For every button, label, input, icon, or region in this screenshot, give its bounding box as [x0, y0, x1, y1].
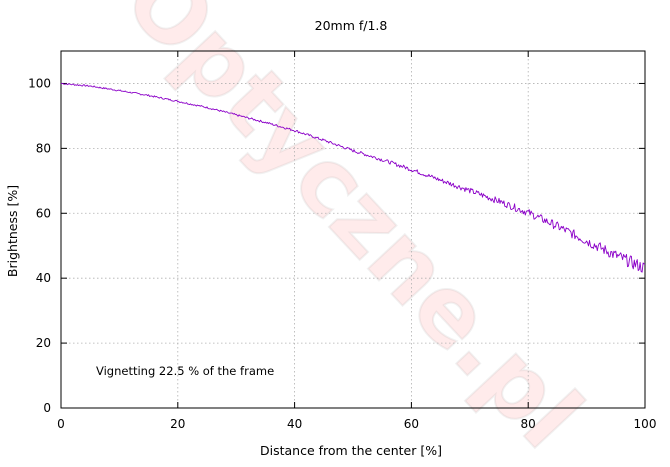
watermark-logo: Optyczne.pl — [104, 0, 603, 463]
x-tick-label: 60 — [404, 417, 419, 431]
chart-title: 20mm f/1.8 — [315, 18, 388, 33]
y-tick-label: 60 — [36, 206, 51, 220]
y-tick-label: 40 — [36, 271, 51, 285]
grid-layer — [61, 51, 645, 408]
y-tick-label: 20 — [36, 336, 51, 350]
x-tick-label: 20 — [170, 417, 185, 431]
brightness-series-line — [60, 83, 646, 273]
watermark-layer: Optyczne.pl — [103, 0, 604, 467]
ticks-layer: 0 20 40 60 80 100 0 20 40 60 80 100 — [28, 51, 656, 431]
y-tick-label: 100 — [28, 76, 51, 90]
y-axis-title: Brightness [%] — [5, 185, 20, 277]
x-tick-label: 100 — [634, 417, 657, 431]
y-tick-label: 80 — [36, 141, 51, 155]
y-tick-label: 0 — [43, 401, 51, 415]
vignetting-annotation: Vignetting 22.5 % of the frame — [96, 364, 274, 378]
series-layer — [60, 83, 646, 273]
plot-frame — [60, 50, 646, 409]
x-tick-label: 40 — [287, 417, 302, 431]
x-tick-label: 80 — [521, 417, 536, 431]
x-axis-title: Distance from the center [%] — [260, 443, 442, 458]
x-tick-label: 0 — [57, 417, 65, 431]
